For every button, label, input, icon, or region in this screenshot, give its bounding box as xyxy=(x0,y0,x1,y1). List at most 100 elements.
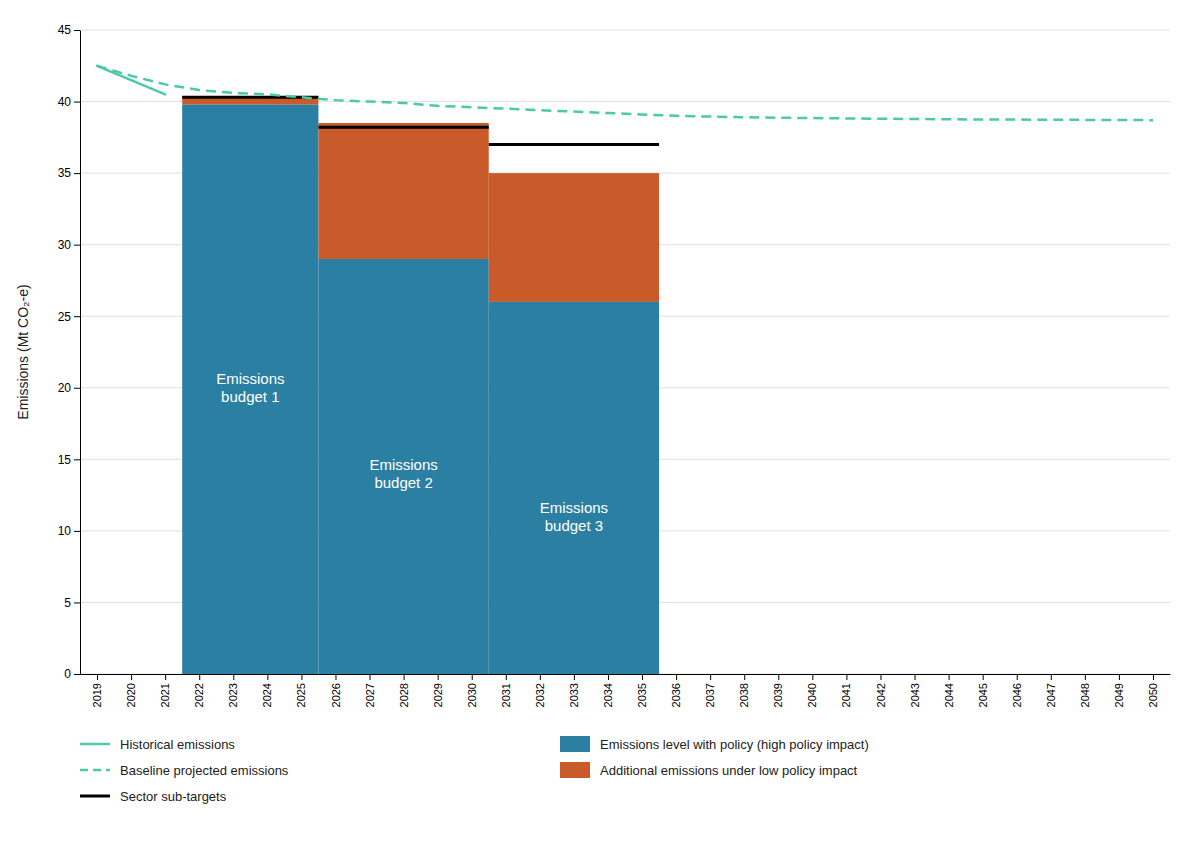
x-tick-mark xyxy=(744,674,745,680)
x-tick-mark xyxy=(1119,674,1120,680)
legend-swatch xyxy=(80,743,110,746)
x-tick-mark xyxy=(710,674,711,680)
x-tick-mark xyxy=(983,674,984,680)
x-tick-mark xyxy=(97,674,98,680)
x-tick-label: 2037 xyxy=(704,683,716,707)
x-tick: 2021 xyxy=(159,674,171,707)
x-tick-mark xyxy=(949,674,950,680)
legend-label: Baseline projected emissions xyxy=(120,763,289,778)
legend-item: Sector sub-targets xyxy=(80,789,227,804)
plot: Emissionsbudget 1Emissions budget 2 Emissi… xyxy=(15,23,1171,803)
bar xyxy=(182,97,318,105)
x-tick: 2027 xyxy=(364,674,376,707)
x-tick-mark xyxy=(131,674,132,680)
legend: Historical emissionsEmissions level with… xyxy=(80,736,869,804)
x-tick: 2019 xyxy=(91,674,103,707)
x-tick: 2046 xyxy=(1011,674,1023,707)
x-tick-mark xyxy=(472,674,473,680)
x-tick-label: 2026 xyxy=(329,683,341,707)
y-tick: 35 xyxy=(58,166,80,180)
x-tick-label: 2034 xyxy=(602,683,614,707)
x-tick-mark xyxy=(1017,674,1018,680)
x-tick-mark xyxy=(880,674,881,680)
x-tick-label: 2050 xyxy=(1147,683,1159,707)
legend-item: Emissions level with policy (high policy… xyxy=(560,736,869,752)
y-tick-mark xyxy=(74,459,80,460)
target-line xyxy=(318,126,488,129)
x-tick: 2039 xyxy=(772,674,784,707)
x-tick-mark xyxy=(199,674,200,680)
x-tick: 2037 xyxy=(704,674,716,707)
x-tick: 2023 xyxy=(227,674,239,707)
x-tick: 2044 xyxy=(943,674,955,707)
x-tick-label: 2028 xyxy=(398,683,410,707)
x-tick: 2042 xyxy=(874,674,886,707)
x-tick: 2022 xyxy=(193,674,205,707)
target-line xyxy=(489,143,659,146)
legend-swatch xyxy=(560,762,590,778)
x-tick-mark xyxy=(778,674,779,680)
y-tick: 5 xyxy=(64,596,80,610)
x-axis-line xyxy=(81,674,1171,675)
grid xyxy=(80,30,1170,674)
annotation: Emissionsbudget 1 xyxy=(216,370,284,405)
legend-label: Emissions level with policy (high policy… xyxy=(600,737,869,752)
y-tick: 40 xyxy=(58,95,80,109)
x-tick-label: 2027 xyxy=(364,683,376,707)
x-tick-mark xyxy=(267,674,268,680)
x-tick: 2049 xyxy=(1113,674,1125,707)
x-tick: 2030 xyxy=(466,674,478,707)
annotation-line: budget 2 xyxy=(374,474,432,491)
bar xyxy=(182,104,318,674)
x-tick-mark xyxy=(846,674,847,680)
legend-item: Baseline projected emissions xyxy=(80,763,289,778)
x-tick: 2047 xyxy=(1045,674,1057,707)
annotation-line: Emissions xyxy=(216,370,284,387)
y-tick-label: 35 xyxy=(58,166,72,180)
x-tick-mark xyxy=(233,674,234,680)
y-axis-line xyxy=(80,31,81,675)
y-tick-label: 20 xyxy=(58,381,72,395)
x-tick: 2034 xyxy=(602,674,614,707)
x-tick-mark xyxy=(301,674,302,680)
y-axis-title: Emissions (Mt CO₂-e) xyxy=(15,284,31,419)
y-tick-label: 0 xyxy=(64,667,71,681)
line xyxy=(97,66,1153,120)
x-tick-mark xyxy=(540,674,541,680)
x-tick: 2025 xyxy=(295,674,307,707)
marks xyxy=(97,66,1153,674)
x-tick-mark xyxy=(438,674,439,680)
bar xyxy=(489,302,659,674)
x-tick-mark xyxy=(642,674,643,680)
y-tick-label: 5 xyxy=(64,596,71,610)
x-tick-label: 2032 xyxy=(534,683,546,707)
y-tick: 45 xyxy=(58,23,80,37)
y-tick-label: 25 xyxy=(58,310,72,324)
x-tick-label: 2044 xyxy=(943,683,955,707)
x-tick-mark xyxy=(404,674,405,680)
line xyxy=(97,66,165,95)
x-tick: 2029 xyxy=(432,674,444,707)
y-axis: 051015202530354045 xyxy=(58,23,81,681)
x-tick-mark xyxy=(676,674,677,680)
x-tick: 2035 xyxy=(636,674,648,707)
x-tick-label: 2036 xyxy=(670,683,682,707)
y-tick-mark xyxy=(74,30,80,31)
x-tick-label: 2042 xyxy=(874,683,886,707)
legend-swatch xyxy=(80,795,110,798)
x-tick-mark xyxy=(574,674,575,680)
y-tick-label: 10 xyxy=(58,524,72,538)
x-tick: 2028 xyxy=(398,674,410,707)
x-tick-label: 2046 xyxy=(1011,683,1023,707)
y-tick-mark xyxy=(74,531,80,532)
y-tick-mark xyxy=(74,316,80,317)
y-tick-mark xyxy=(74,173,80,174)
y-tick: 10 xyxy=(58,524,80,538)
y-tick: 30 xyxy=(58,238,80,252)
x-tick-mark xyxy=(812,674,813,680)
x-tick-label: 2048 xyxy=(1079,683,1091,707)
grid-line xyxy=(80,30,1170,31)
legend-swatch xyxy=(560,736,590,752)
x-tick-label: 2023 xyxy=(227,683,239,707)
y-tick-label: 45 xyxy=(58,23,72,37)
